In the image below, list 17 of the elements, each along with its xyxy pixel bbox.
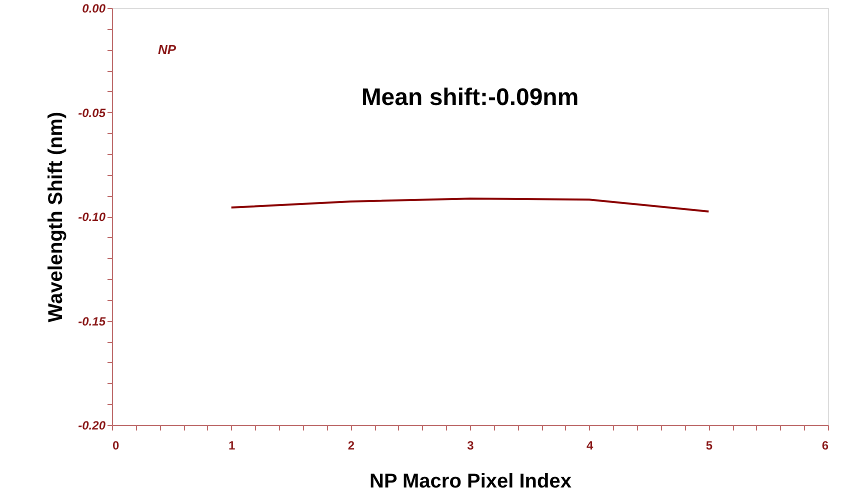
x-tick-label: 2 [348,438,355,452]
annotation: Mean shift:-0.09nm [361,84,579,111]
x-tick-label: 4 [586,438,594,452]
x-tick-label: 1 [228,438,236,452]
x-tick-label: 0 [112,438,120,452]
y-tick-label: -0.20 [78,418,106,432]
x-axis-title: NP Macro Pixel Index [370,470,572,488]
y-axis-title: Wavelength Shift (nm) [45,112,68,322]
y-tick-label: -0.10 [78,210,106,224]
x-tick-label: 3 [467,438,474,452]
x-tick-label: 6 [822,438,829,452]
y-tick-label: -0.05 [78,106,106,120]
y-tick-label: 0.00 [82,2,106,16]
annotation: NP [158,42,176,57]
y-tick-label: -0.15 [78,314,106,328]
x-tick-label: 5 [706,438,713,452]
line-series [230,198,710,212]
